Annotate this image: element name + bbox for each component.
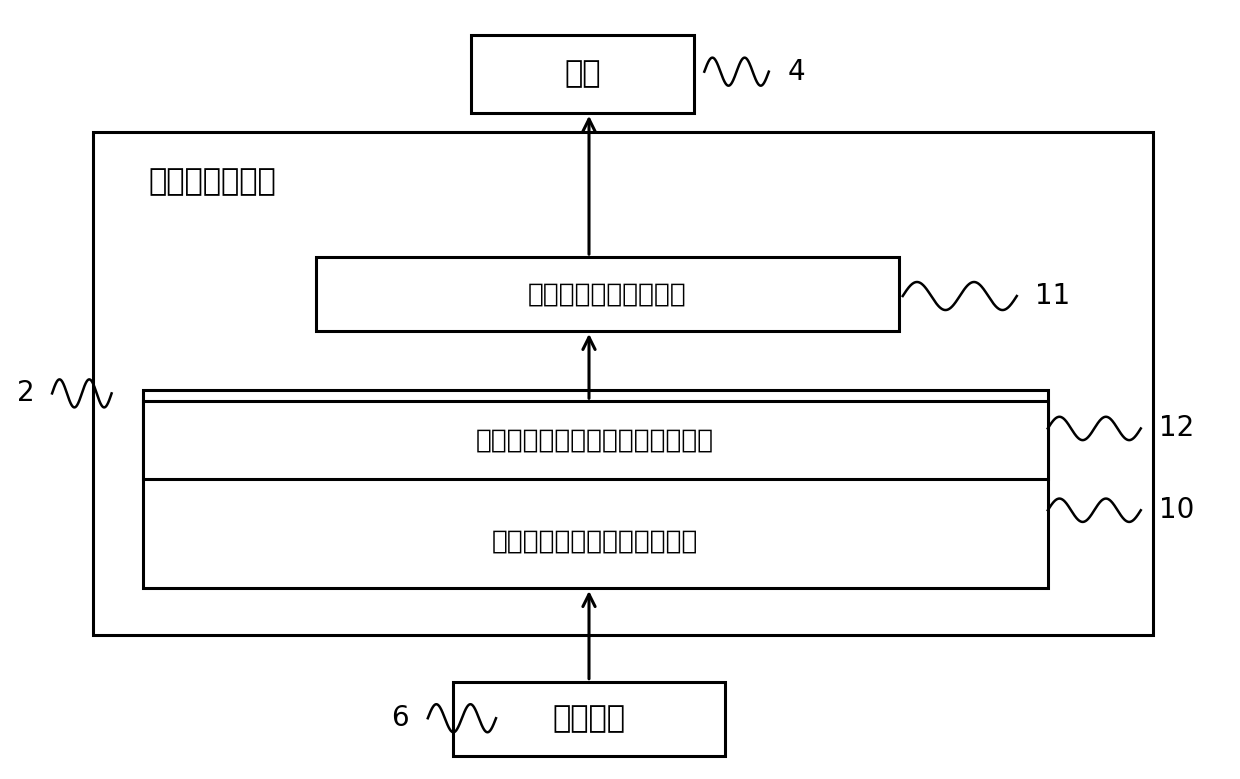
Bar — [143, 390, 1048, 588]
Text: 2: 2 — [17, 379, 35, 407]
Bar — [93, 132, 1153, 635]
Text: 主机: 主机 — [564, 59, 601, 89]
Text: 主机虚拟防火墙: 主机虚拟防火墙 — [149, 167, 277, 196]
Text: 12: 12 — [1159, 414, 1194, 442]
Text: 6: 6 — [392, 704, 409, 732]
Bar — [471, 35, 694, 113]
Text: 11: 11 — [1035, 282, 1070, 310]
Text: 10: 10 — [1159, 496, 1195, 524]
Text: 主机虚拟防火墙信息验证过滤模块: 主机虚拟防火墙信息验证过滤模块 — [476, 427, 714, 453]
Bar — [316, 257, 899, 331]
Text: 4: 4 — [787, 58, 805, 86]
Text: 主机信息处理发送模块: 主机信息处理发送模块 — [528, 281, 687, 307]
Text: 主机虚拟防火墙访问规则平台: 主机虚拟防火墙访问规则平台 — [492, 528, 698, 555]
Bar — [143, 401, 1048, 479]
Text: 外部接口: 外部接口 — [553, 704, 625, 733]
Bar — [453, 682, 725, 756]
